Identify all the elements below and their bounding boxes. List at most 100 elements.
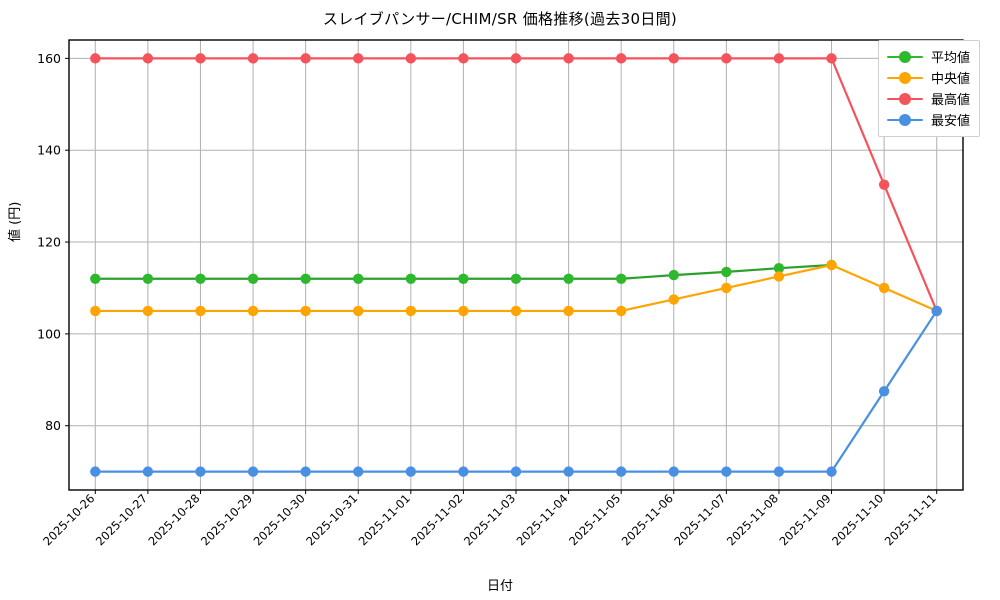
data-point-marker (195, 273, 206, 284)
x-tick-label: 2025-11-11 (882, 491, 939, 548)
data-point-marker (668, 53, 679, 64)
data-point-marker (510, 273, 522, 284)
data-point-marker (247, 53, 259, 64)
data-point-marker (931, 305, 942, 317)
data-point-marker (247, 466, 259, 477)
x-tick-label: 2025-11-05 (566, 491, 623, 548)
data-point-marker (142, 273, 154, 284)
data-point-marker (668, 269, 679, 281)
data-point-marker (90, 53, 101, 64)
data-point-marker (826, 259, 837, 271)
data-point-marker (668, 466, 679, 477)
y-tick-label: 140 (37, 143, 61, 158)
data-point-marker (563, 53, 574, 64)
legend-color-swatch (887, 92, 923, 106)
legend-color-swatch (887, 71, 923, 85)
data-point-marker (721, 282, 732, 294)
data-point-marker (826, 466, 837, 477)
legend-item[interactable]: 中央値 (887, 67, 970, 88)
x-tick-label: 2025-10-26 (40, 491, 97, 548)
axis-ticks (65, 57, 938, 494)
data-point-marker (90, 466, 101, 477)
data-point-marker (405, 53, 417, 64)
y-tick-label: 80 (45, 418, 61, 433)
data-point-marker (773, 53, 785, 64)
x-tick-label: 2025-11-09 (776, 491, 833, 548)
x-tick-label: 2025-11-03 (461, 491, 518, 548)
data-point-marker (458, 273, 469, 284)
data-point-marker (563, 466, 574, 477)
legend-item-label: 中央値 (931, 72, 971, 87)
data-point-marker (353, 53, 364, 64)
x-tick-label: 2025-11-07 (671, 491, 728, 548)
data-point-marker (773, 263, 785, 274)
data-point-marker (195, 305, 206, 317)
data-point-marker (353, 305, 364, 317)
data-point-marker (721, 266, 732, 278)
y-tick-label: 100 (37, 326, 61, 341)
data-point-marker (405, 305, 417, 317)
data-point-marker (142, 466, 154, 477)
legend-item[interactable]: 平均値 (887, 46, 970, 67)
y-tick-label: 160 (37, 51, 61, 66)
legend-item[interactable]: 最高値 (887, 88, 970, 109)
data-point-marker (353, 466, 364, 477)
x-tick-label: 2025-10-29 (198, 491, 255, 548)
x-tick-label: 2025-10-28 (145, 491, 202, 548)
data-point-marker (773, 466, 785, 477)
data-point-marker (300, 305, 311, 317)
x-tick-labels: 2025-10-262025-10-272025-10-282025-10-29… (40, 491, 939, 548)
data-point-marker (458, 305, 469, 317)
data-point-marker (773, 271, 785, 282)
x-tick-label: 2025-11-02 (408, 491, 465, 548)
data-point-marker (300, 53, 311, 64)
data-point-marker (300, 273, 311, 284)
data-point-marker (878, 179, 890, 190)
data-point-marker (353, 273, 364, 284)
data-point-marker (826, 53, 837, 64)
y-tick-label: 120 (37, 235, 61, 250)
data-point-marker (142, 305, 154, 317)
data-point-marker (721, 466, 732, 477)
data-point-marker (195, 466, 206, 477)
x-tick-label: 2025-11-04 (514, 491, 571, 548)
y-tick-labels: 80 100 120 140 160 (37, 51, 61, 433)
legend-item-label: 最高値 (931, 93, 971, 108)
data-point-marker (405, 466, 417, 477)
legend-color-swatch (887, 113, 923, 127)
data-point-marker (510, 53, 522, 64)
data-point-marker (615, 53, 627, 64)
data-point-marker (510, 466, 522, 477)
data-point-marker (247, 305, 259, 317)
data-point-marker (300, 466, 311, 477)
data-point-marker (563, 273, 574, 284)
data-point-marker (615, 273, 627, 284)
data-point-marker (405, 273, 417, 284)
legend-color-swatch (887, 50, 923, 64)
legend-item-label: 最安値 (931, 114, 971, 129)
data-point-marker (510, 305, 522, 317)
x-tick-label: 2025-11-08 (724, 491, 781, 548)
data-point-marker (142, 53, 154, 64)
x-axis-label: 日付 (486, 579, 513, 594)
x-tick-label: 2025-11-10 (829, 491, 886, 548)
data-point-marker (458, 466, 469, 477)
x-tick-label: 2025-10-30 (251, 491, 308, 548)
data-point-marker (878, 282, 890, 294)
data-point-marker (878, 386, 890, 397)
data-point-marker (195, 53, 206, 64)
data-point-marker (615, 305, 627, 317)
data-point-marker (668, 294, 679, 305)
chart-title: スレイブパンサー/CHIM/SR 価格推移(過去30日間) (322, 10, 678, 28)
legend-item-label: 平均値 (931, 51, 971, 66)
chart-legend: 平均値中央値最高値最安値 (878, 40, 981, 137)
data-point-marker (721, 53, 732, 64)
data-point-marker (615, 466, 627, 477)
legend-item[interactable]: 最安値 (887, 109, 970, 130)
data-point-marker (563, 305, 574, 317)
data-point-marker (458, 53, 469, 64)
data-series (90, 53, 942, 477)
x-tick-label: 2025-11-06 (619, 491, 676, 548)
